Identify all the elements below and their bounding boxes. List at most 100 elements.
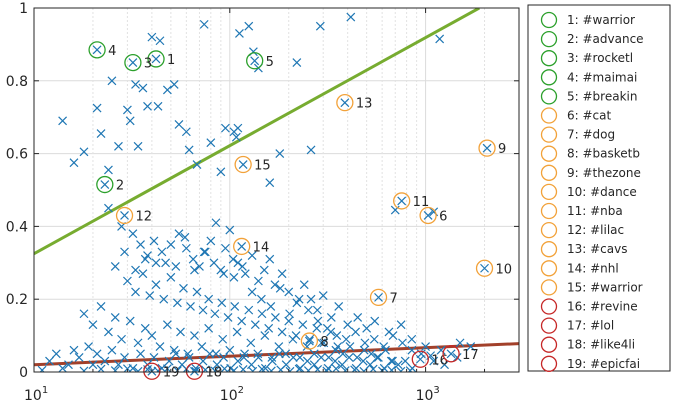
y-tick-label: 0.6 (6, 147, 28, 163)
legend-marker (540, 355, 558, 372)
scatter-point (212, 360, 222, 370)
scatter-point (331, 345, 341, 355)
scatter-point (370, 316, 380, 326)
highlight-circle (115, 206, 134, 225)
scatter-point (199, 19, 209, 29)
scatter-point (120, 247, 129, 257)
scatter-point (79, 147, 89, 157)
legend-label: 8: #basketb (567, 147, 640, 161)
scatter-point (199, 247, 209, 257)
x-axis-ticks: 101 102 103 (24, 8, 486, 404)
highlight-circle (369, 288, 388, 307)
scatter-point (277, 269, 287, 279)
scatter-point (276, 365, 286, 372)
scatter-point (58, 116, 68, 126)
point-annotation: 7 (390, 291, 398, 306)
legend-label: 1: #warrior (567, 13, 635, 27)
scatter-point (190, 331, 199, 341)
scatter-point (429, 356, 439, 366)
scatter-point (421, 342, 431, 351)
point-annotation: 1 (167, 53, 175, 68)
plot-frame (33, 7, 520, 373)
scatter-point (104, 327, 113, 337)
legend-label: 12: #lilac (567, 223, 624, 237)
scatter-point (233, 123, 243, 133)
highlighted-point-marker (128, 58, 138, 68)
scatter-point (257, 309, 267, 319)
scatter-point (256, 294, 266, 304)
scatter-point (166, 240, 176, 250)
scatter-point (358, 356, 368, 366)
point-annotation: 2 (116, 179, 124, 194)
scatter-point (343, 320, 353, 330)
highlight-circle (336, 93, 354, 112)
scatter-point (131, 287, 140, 297)
scatter-point (351, 327, 361, 337)
scatter-point (303, 366, 313, 372)
highlight-circle (419, 206, 437, 225)
scatter-point (253, 349, 263, 359)
scatter-point (136, 240, 145, 250)
point-annotation: 3 (144, 57, 152, 72)
scatter-point (92, 103, 102, 113)
scatter-point (122, 105, 132, 115)
legend-marker (540, 107, 558, 124)
legend-label: 18: #like4li (567, 338, 635, 352)
scatter-point (274, 342, 284, 351)
scatter-point (330, 356, 340, 366)
scatter-point (369, 334, 379, 344)
scatter-point (386, 356, 396, 366)
scatter-point (131, 80, 140, 89)
scatter-point (229, 272, 239, 282)
legend-label: 7: #dog (567, 128, 615, 142)
scatter-point (128, 229, 138, 239)
scatter-point (197, 342, 207, 351)
point-annotation: 17 (462, 348, 479, 363)
scatter-point (179, 283, 188, 293)
scatter-point (312, 305, 322, 315)
scatter-point (316, 353, 326, 362)
scatter-point (216, 167, 226, 177)
scatter-point (181, 243, 191, 253)
scatter-point (204, 294, 214, 304)
point-annotation: 4 (108, 44, 116, 59)
scatter-point (131, 265, 140, 275)
scatter-point (294, 294, 304, 304)
scatter-point (239, 353, 249, 362)
scatter-point (74, 353, 84, 362)
scatter-point (295, 353, 305, 362)
highlight-circle (411, 350, 429, 368)
scatter-point (140, 254, 150, 264)
scatter-point (96, 129, 106, 139)
scatter-point (388, 331, 398, 341)
scatter-point (455, 338, 465, 348)
scatter-point (277, 327, 287, 337)
scatter-point (299, 280, 309, 290)
scatter-point (353, 312, 363, 322)
scatter-point (323, 363, 333, 372)
scatter-point (138, 269, 148, 279)
scatter-point (373, 353, 383, 362)
scatter-point (250, 320, 260, 330)
legend-label: 9: #thezone (567, 166, 641, 180)
legend-marker (540, 279, 558, 296)
scatter-point (174, 229, 184, 239)
point-annotation: 9 (498, 142, 506, 157)
scatter-point (147, 331, 157, 341)
highlight-circle (124, 53, 142, 72)
scatter-point (153, 101, 163, 111)
scatter-point (275, 149, 285, 159)
legend-items: 1: #warrior 2: #advance 3: #rocketl 4: #mai… (540, 11, 644, 372)
scatter-point (265, 254, 275, 264)
scatter-point (247, 287, 257, 297)
legend-label: 15: #warrior (567, 280, 643, 294)
legend-marker (540, 11, 558, 29)
scatter-point (398, 338, 407, 348)
scatter-point (302, 356, 312, 366)
scatter-point (337, 360, 347, 370)
highlight-circle (234, 155, 252, 174)
scatter-point (205, 349, 215, 359)
scatter-point (362, 323, 372, 333)
